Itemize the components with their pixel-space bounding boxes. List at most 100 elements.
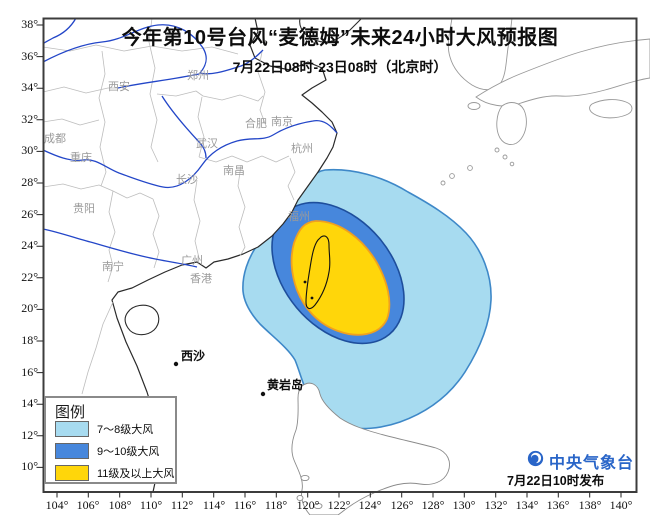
legend-label: 11级及以上大风: [97, 468, 175, 480]
y-axis-label: 16°: [21, 365, 38, 379]
x-ticks: [56, 492, 622, 498]
map-frame: [42, 17, 638, 493]
china-coastline: [111, 17, 338, 493]
x-axis-label: 110°: [139, 498, 163, 512]
foreign-coasts: [291, 17, 650, 515]
city-label-hangzhou: 杭州: [291, 143, 313, 155]
x-axis-label: 122°: [327, 498, 351, 512]
huangyan-dot: [260, 391, 266, 397]
x-axis-label: 124°: [358, 498, 382, 512]
y-axis-label: 12°: [21, 428, 38, 442]
y-axis-label: 36°: [21, 49, 38, 63]
legend-swatch-11plus: [55, 465, 89, 481]
x-axis-label: 130°: [452, 498, 476, 512]
x-axis-label: 138°: [578, 498, 602, 512]
city-label-guiyang: 贵阳: [73, 203, 95, 215]
island-label-huangyan: 黄岩岛: [267, 378, 304, 392]
y-axis-label: 26°: [21, 207, 38, 221]
ryukyu-islet: [467, 165, 473, 171]
city-label-nanjing: 南京: [271, 116, 293, 128]
honshu-island: [475, 38, 650, 107]
luzon-island: [291, 382, 450, 515]
ryukyu-islet: [494, 147, 500, 153]
legend-swatch-9-10: [55, 443, 89, 459]
kyushu-island: [496, 102, 527, 145]
island-markers: [173, 361, 266, 397]
shikoku-island: [589, 99, 633, 119]
y-axis-label: 22°: [21, 270, 38, 284]
x-axis-label: 112°: [170, 498, 194, 512]
liaodong-coast: [299, 17, 363, 43]
yellow-river: [42, 24, 264, 75]
wei-river: [117, 73, 200, 89]
xijiang-river: [42, 228, 198, 268]
ryukyu-islet: [509, 161, 515, 167]
city-label-changsha: 长沙: [176, 174, 198, 186]
y-axis-label: 38°: [21, 17, 38, 31]
philippine-islet: [300, 474, 310, 482]
y-axis-label: 34°: [21, 80, 38, 94]
mainland-china: [43, 17, 363, 493]
y-axis-label: 14°: [21, 396, 38, 410]
x-axis-label: 104°: [45, 498, 69, 512]
city-label-nanning: 南宁: [102, 261, 124, 273]
legend: 图例 7～8级大风 9～10级大风 11级及以上大风: [44, 396, 177, 484]
legend-row: 9～10级大风: [55, 443, 159, 459]
issue-time: 7月22日10时发布: [507, 474, 605, 488]
map-subtitle: 7月22日08时-23日08时（北京时）: [232, 59, 448, 75]
x-axis-label: 132°: [484, 498, 508, 512]
islet-dot: [310, 296, 314, 300]
xisha-dot: [173, 361, 179, 367]
x-axis-label: 120°: [296, 498, 320, 512]
legend-swatch-7-8: [55, 421, 89, 437]
y-axis-label: 10°: [21, 459, 38, 473]
province-borders: [42, 17, 296, 395]
x-axis-label: 136°: [546, 498, 570, 512]
wind-zone-11-plus: [290, 220, 391, 336]
x-axis-label: 116°: [233, 498, 257, 512]
rivers: [42, 17, 338, 268]
legend-row: 11级及以上大风: [55, 465, 174, 481]
x-axis-label: 108°: [108, 498, 132, 512]
y-axis-label: 18°: [21, 333, 38, 347]
city-label-zhengzhou: 郑州: [187, 70, 209, 82]
x-axis-label: 106°: [76, 498, 100, 512]
penghu-islet: [303, 280, 307, 284]
y-ticks: [36, 24, 43, 468]
legend-label: 9～10级大风: [97, 446, 160, 458]
yangtze-river: [42, 120, 338, 189]
city-label-wuhan: 武汉: [196, 138, 218, 150]
philippine-islet: [296, 494, 304, 502]
city-label-hongkong: 香港: [190, 273, 212, 285]
legend-title: 图例: [55, 404, 86, 421]
city-label-fuzhou: 福州: [288, 211, 310, 223]
ryukyu-islet: [440, 180, 446, 186]
city-label-chongqing: 重庆: [70, 152, 92, 164]
y-axis-label: 32°: [21, 112, 38, 126]
wind-zones: [242, 168, 492, 430]
y-axis-label: 30°: [21, 143, 38, 157]
x-axis-label: 128°: [421, 498, 445, 512]
x-axis-label: 114°: [202, 498, 226, 512]
map-title: 今年第10号台风“麦德姆”未来24小时大风预报图: [121, 27, 559, 49]
ryukyu-islet: [502, 154, 508, 160]
cma-logo-icon: [527, 450, 544, 467]
legend-label: 7～8级大风: [97, 424, 154, 436]
agency-name: 中央气象台: [549, 455, 635, 472]
city-label-xian: 西安: [108, 81, 130, 93]
x-axis-label: 140°: [609, 498, 633, 512]
city-label-nanchang: 南昌: [223, 165, 245, 177]
mainland-fill: [43, 18, 337, 492]
hainan-island: [124, 304, 160, 336]
x-axis-label: 126°: [390, 498, 414, 512]
y-axis-label: 20°: [21, 301, 38, 315]
island-label-xisha: 西沙: [181, 349, 206, 363]
upper-river: [42, 17, 77, 45]
y-axis-label: 28°: [21, 175, 38, 189]
ryukyu-islet: [449, 173, 455, 179]
city-label-chengdu: 成都: [44, 133, 66, 145]
frame-and-ticks: [36, 17, 638, 498]
x-axis-label: 118°: [264, 498, 288, 512]
